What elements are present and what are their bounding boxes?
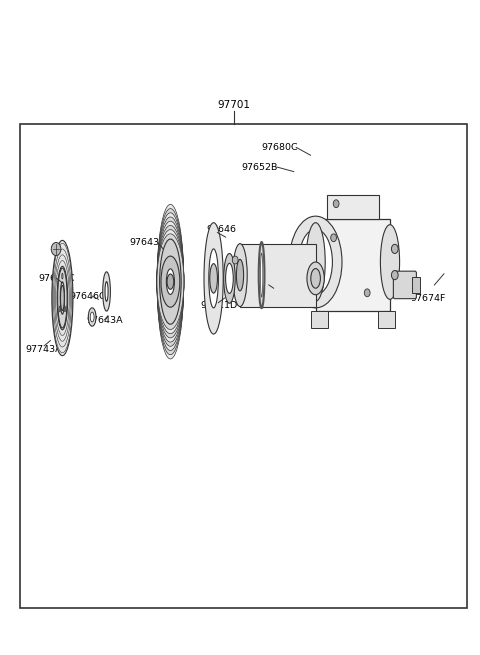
Ellipse shape [90,312,94,322]
Circle shape [392,244,398,253]
Text: 97646C: 97646C [70,291,106,301]
Ellipse shape [209,249,218,308]
Ellipse shape [226,263,233,293]
Ellipse shape [157,217,184,346]
Ellipse shape [157,208,184,355]
Ellipse shape [57,267,68,329]
Bar [20,124,467,608]
Text: 97643E: 97643E [130,238,166,247]
Text: 97680C: 97680C [262,143,298,152]
Bar [327,195,379,219]
FancyBboxPatch shape [394,271,417,299]
Text: 97707C: 97707C [249,280,285,290]
Circle shape [364,289,370,297]
Ellipse shape [161,256,180,307]
Text: 97743A: 97743A [25,345,61,354]
Ellipse shape [157,213,184,350]
Ellipse shape [157,225,184,338]
Ellipse shape [306,223,325,301]
Bar [240,244,316,307]
Ellipse shape [103,272,110,311]
Ellipse shape [105,282,108,301]
Ellipse shape [62,273,63,279]
Bar [412,277,420,293]
Ellipse shape [210,264,217,293]
Text: 97646: 97646 [206,225,236,234]
Circle shape [51,242,61,255]
Bar [316,219,390,311]
Ellipse shape [52,240,73,356]
Ellipse shape [167,269,174,295]
Circle shape [392,271,398,280]
Text: 97644C: 97644C [38,274,75,283]
Bar [311,311,327,328]
Bar [378,311,395,328]
Ellipse shape [157,204,184,359]
Ellipse shape [157,221,184,342]
Text: 97711D: 97711D [201,301,238,310]
Ellipse shape [233,244,247,307]
Ellipse shape [204,223,223,334]
Ellipse shape [299,229,332,295]
Ellipse shape [60,282,64,314]
Text: 97643A: 97643A [86,316,123,326]
Text: 97674F: 97674F [410,293,446,303]
Ellipse shape [311,269,321,288]
Ellipse shape [307,262,324,295]
Ellipse shape [59,306,60,312]
Bar [385,262,395,282]
Ellipse shape [60,286,64,310]
Ellipse shape [160,239,181,324]
Ellipse shape [224,253,235,303]
Ellipse shape [157,230,184,333]
Ellipse shape [88,308,96,326]
Ellipse shape [261,253,263,297]
Ellipse shape [58,268,67,328]
Ellipse shape [157,234,184,329]
Circle shape [333,200,339,208]
Ellipse shape [64,306,66,312]
Circle shape [331,234,336,242]
Ellipse shape [236,259,244,291]
Ellipse shape [289,216,342,308]
Ellipse shape [167,274,174,290]
Ellipse shape [380,225,399,299]
Circle shape [232,256,238,264]
Text: 97652B: 97652B [241,162,278,172]
Ellipse shape [259,242,264,308]
Text: 97701: 97701 [218,100,251,110]
